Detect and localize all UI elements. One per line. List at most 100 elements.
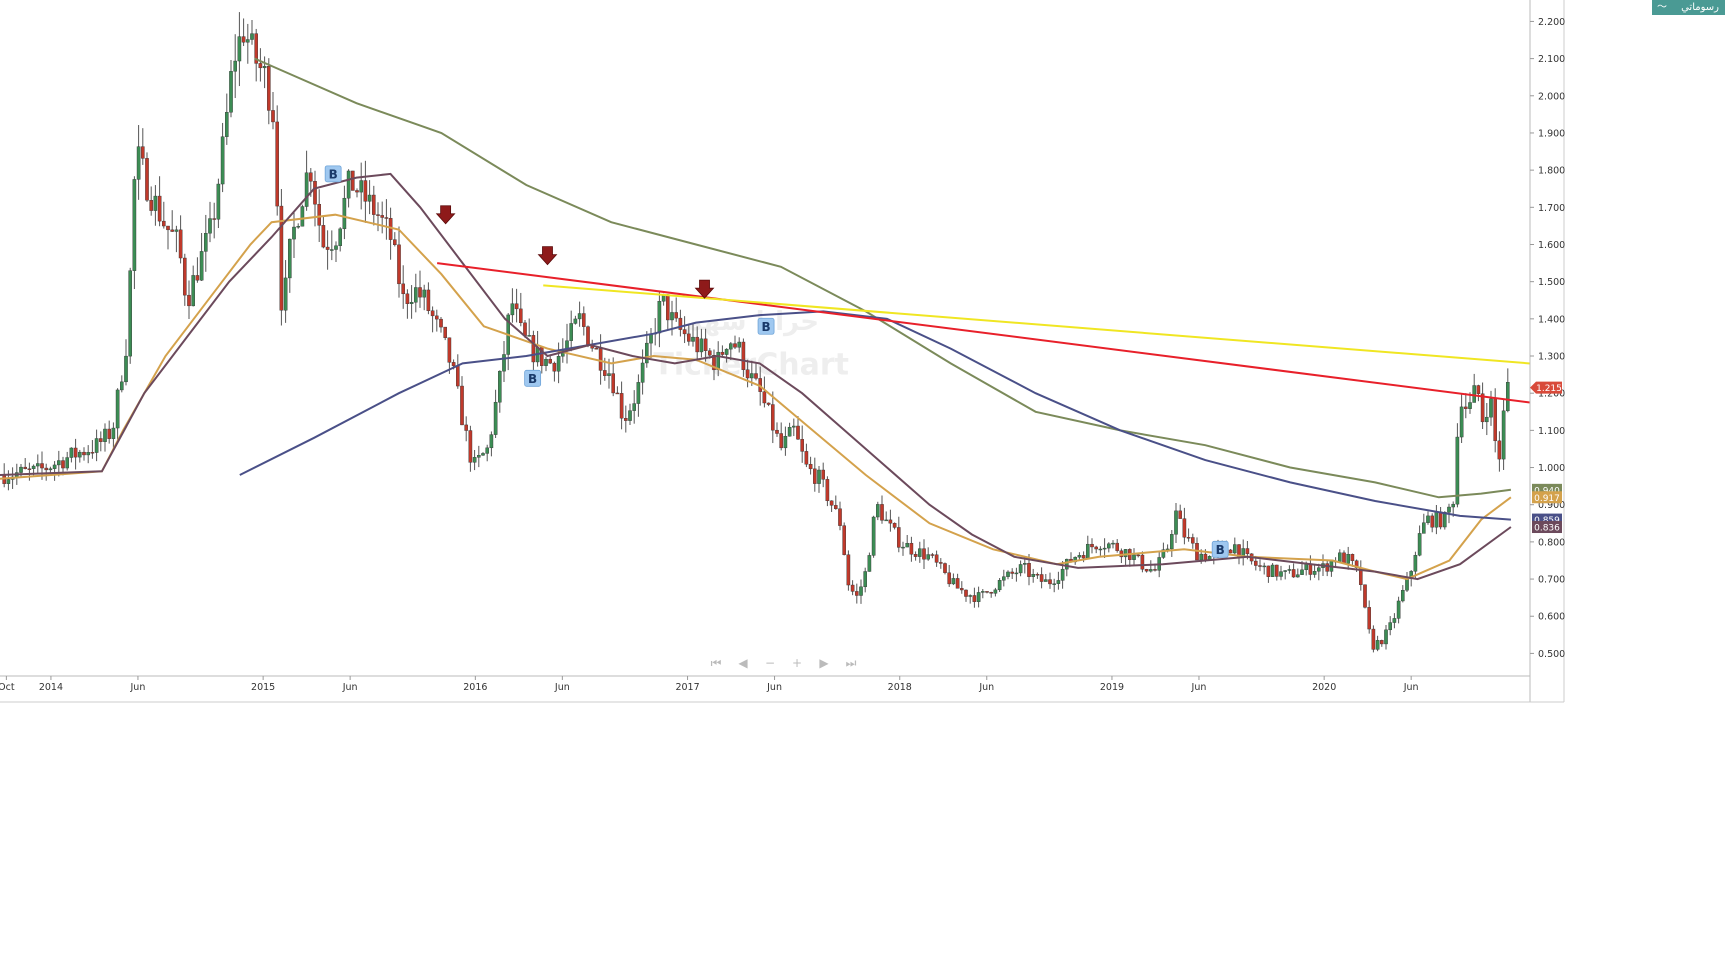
candle-down [922, 548, 926, 560]
last-price-tag [1530, 381, 1562, 394]
candle-up [115, 389, 120, 429]
candle-down [279, 205, 284, 311]
candle-up [691, 336, 695, 342]
red-trendline [437, 262, 1531, 404]
candle-up [1472, 385, 1476, 403]
candle-down [598, 348, 603, 371]
previous-icon[interactable]: ◀ [738, 656, 748, 670]
y-tick-label: 1.100 [1538, 426, 1565, 437]
candle-down [23, 466, 28, 469]
candle-down [834, 505, 838, 509]
candle-down [166, 225, 170, 231]
candle-up [330, 249, 334, 251]
candle-up [1489, 398, 1493, 418]
x-tick-label: 2018 [888, 682, 912, 693]
candle-up [1123, 549, 1128, 558]
candle-up [1312, 571, 1317, 575]
candle-down [846, 554, 851, 586]
candle-down [1035, 573, 1040, 576]
candle-down [619, 393, 624, 419]
x-tick-label: 2017 [675, 682, 699, 693]
x-tick-label: Jun [1191, 682, 1207, 693]
candle-down [611, 373, 615, 394]
candle-up [607, 373, 611, 376]
candle-up [573, 318, 578, 324]
candle-down [1430, 515, 1434, 528]
candle-up [699, 338, 704, 353]
candle-up [57, 460, 61, 466]
candle-down [1136, 554, 1140, 557]
candle-up [296, 226, 301, 228]
zoom-in-icon[interactable]: + [792, 656, 802, 670]
last-page-icon[interactable]: ⏭ [846, 656, 857, 670]
candle-up [1052, 583, 1056, 585]
next-icon[interactable]: ▶ [819, 656, 829, 670]
candle-down [888, 519, 893, 524]
candle-up [1064, 558, 1069, 570]
candle-up [489, 434, 494, 449]
candle-down [1480, 393, 1485, 423]
candle-down [1153, 569, 1157, 571]
candle-down [842, 525, 846, 555]
candle-down [897, 527, 901, 548]
chart-navigation[interactable]: ⏮ ◀ − + ▶ ⏭ [711, 656, 857, 670]
candle-up [1417, 533, 1422, 556]
candle-down [586, 326, 590, 346]
candle-down [1438, 511, 1443, 528]
candle-up [300, 206, 305, 227]
candle-down [309, 172, 313, 182]
candle-down [943, 563, 947, 573]
candle-up [1484, 416, 1489, 423]
candle-down [182, 257, 187, 296]
brand-badge[interactable]: 〜 رسوماتي [1652, 0, 1725, 15]
candle-up [510, 303, 515, 316]
candle-down [829, 500, 834, 506]
candle-up [1388, 622, 1392, 631]
x-tick-label: Jun [130, 682, 146, 693]
candle-up [94, 438, 99, 453]
candle-down [771, 404, 775, 431]
candle-up [527, 335, 531, 337]
candle-down [161, 220, 166, 227]
candle-up [1421, 522, 1426, 534]
x-tick-label: 2020 [1312, 682, 1336, 693]
candle-up [871, 516, 876, 556]
candle-down [1476, 385, 1481, 394]
candle-down [808, 464, 813, 470]
candle-up [645, 342, 649, 364]
candle-down [682, 329, 687, 335]
candle-up [1148, 569, 1153, 572]
candle-up [724, 348, 729, 355]
candle-down [821, 469, 825, 480]
candle-up [1232, 544, 1237, 554]
candle-up [86, 452, 90, 456]
candle-down [435, 315, 439, 320]
candle-up [367, 194, 372, 202]
candle-down [913, 554, 918, 557]
candle-down [708, 350, 712, 356]
candle-up [334, 245, 338, 250]
candle-up [1043, 579, 1048, 582]
candle-down [61, 460, 65, 469]
candle-down [1342, 552, 1346, 564]
first-page-icon[interactable]: ⏮ [711, 656, 722, 670]
candle-down [107, 428, 111, 439]
candle-down [1090, 543, 1094, 548]
candle-up [174, 229, 179, 232]
candle-down [157, 195, 162, 222]
candle-up [926, 554, 930, 560]
zoom-out-icon[interactable]: − [765, 656, 775, 670]
x-tick-label: Oct [0, 682, 15, 693]
candle-up [817, 469, 821, 484]
x-tick-label: Jun [766, 682, 782, 693]
brand-label: رسوماتي [1681, 2, 1719, 13]
candle-down [594, 348, 599, 350]
candle-up [77, 451, 82, 458]
candle-up [1505, 382, 1510, 412]
candle-down [1350, 554, 1355, 561]
candle-up [288, 238, 292, 279]
candle-down [451, 362, 456, 367]
x-tick-label: Jun [342, 682, 358, 693]
